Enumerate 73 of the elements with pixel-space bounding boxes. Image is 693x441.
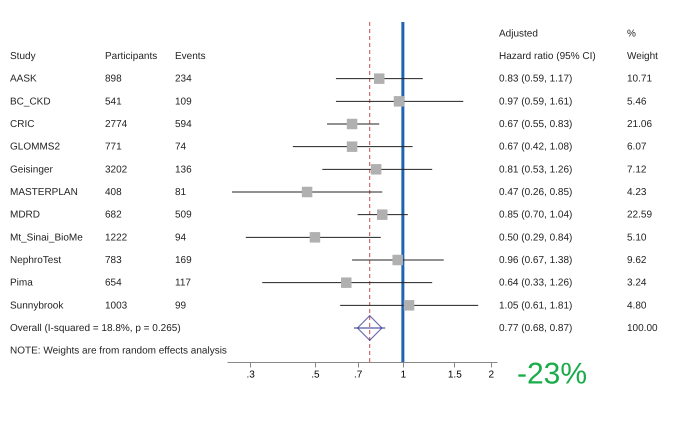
text: 4.23 — [627, 187, 647, 198]
data-label: 0.67 (0.55, 0.83) — [499, 119, 572, 130]
text: 654 — [105, 278, 122, 289]
y-tick-label: Pima — [10, 278, 34, 289]
text: 234 — [175, 74, 192, 85]
text: 1003 — [105, 300, 128, 312]
y-tick-label: Sunnybrook — [10, 300, 64, 312]
text: 109 — [175, 96, 192, 108]
text: 898 — [105, 74, 122, 85]
text: 509 — [175, 210, 192, 221]
text: 3.24 — [627, 278, 647, 289]
y-tick-label: AASK — [10, 74, 38, 85]
text: Study — [10, 51, 36, 62]
y-tick-label: CRIC — [10, 119, 34, 130]
text: 169 — [175, 255, 192, 266]
y-tick-label: Geisinger — [10, 164, 54, 176]
y-tick-label: Mt_Sinai_BioMe — [10, 232, 84, 244]
text: Hazard ratio (95% CI) — [499, 51, 596, 62]
text: 2774 — [105, 119, 128, 130]
y-tick-label: GLOMMS2 — [10, 142, 60, 153]
text: 4.80 — [627, 300, 647, 312]
text: Events — [175, 51, 206, 62]
text: 100.00 — [627, 323, 658, 334]
text: 99 — [175, 300, 187, 312]
text: % — [627, 28, 636, 40]
data-label: 0.96 (0.67, 1.38) — [499, 255, 572, 266]
data-label: 0.85 (0.70, 1.04) — [499, 210, 572, 221]
text: 10.71 — [627, 74, 652, 85]
text: 1222 — [105, 232, 128, 244]
text: 136 — [175, 164, 192, 176]
text: 81 — [175, 187, 187, 198]
x-tick-label: 2 — [488, 370, 495, 380]
data-label: 0.64 (0.33, 1.26) — [499, 278, 572, 289]
data-label: 1.05 (0.61, 1.81) — [499, 300, 572, 312]
x-tick-label: 1 — [400, 370, 407, 380]
text: 6.07 — [627, 142, 647, 153]
text: 594 — [175, 119, 192, 130]
text: 7.12 — [627, 164, 647, 176]
text: 5.10 — [627, 232, 647, 244]
data-label: 0.81 (0.53, 1.26) — [499, 164, 572, 176]
text: 5.46 — [627, 96, 647, 108]
text: 0.77 (0.68, 0.87) — [499, 323, 572, 334]
text: 682 — [105, 210, 122, 221]
data-label: 0.97 (0.59, 1.61) — [499, 96, 572, 108]
text: 771 — [105, 142, 122, 153]
x-tick-label: .3 — [246, 370, 256, 380]
text: -23% — [517, 358, 588, 391]
text: 3202 — [105, 164, 128, 176]
text: 541 — [105, 96, 122, 108]
text: 21.06 — [627, 119, 652, 130]
text: 22.59 — [627, 210, 652, 221]
y-tick-label: BC_CKD — [10, 96, 51, 108]
y-tick-label: MASTERPLAN — [10, 187, 78, 198]
y-tick-label: Overall (I-squared = 18.8%, p = 0.265) — [10, 323, 181, 334]
x-tick-label: .7 — [354, 370, 363, 380]
data-label: 0.50 (0.29, 0.84) — [499, 232, 572, 244]
text: 74 — [175, 142, 187, 153]
data-label: 0.83 (0.59, 1.17) — [499, 74, 572, 85]
text: 408 — [105, 187, 122, 198]
text: 117 — [175, 278, 192, 289]
text: Participants — [105, 51, 158, 62]
text: 783 — [105, 255, 122, 266]
data-label: 0.47 (0.26, 0.85) — [499, 187, 572, 198]
y-tick-label: MDRD — [10, 210, 40, 221]
text: 9.62 — [627, 255, 647, 266]
text: 94 — [175, 232, 187, 244]
y-tick-label: NephroTest — [10, 255, 62, 266]
x-tick-label: 1.5 — [448, 370, 462, 380]
text: Weight — [627, 51, 658, 62]
data-label: 0.67 (0.42, 1.08) — [499, 142, 572, 153]
text: NOTE: Weights are from random effects analysis — [10, 346, 227, 357]
x-tick-label: .5 — [311, 370, 320, 380]
text: Adjusted — [499, 28, 538, 40]
